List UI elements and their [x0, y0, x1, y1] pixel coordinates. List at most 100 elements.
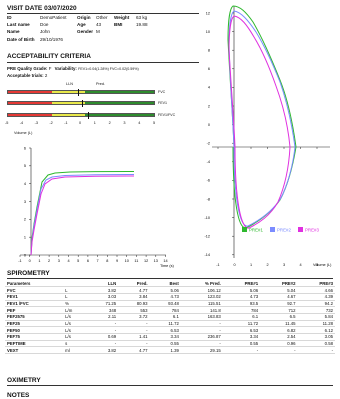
table-cell: L/m: [63, 306, 87, 314]
table-cell: 6.1: [149, 313, 181, 321]
table-cell: 163.83: [180, 313, 223, 321]
legend-swatch: [242, 227, 247, 232]
vt-x-tick: 2: [48, 259, 50, 263]
table-cell: 11.45: [260, 320, 298, 328]
table-cell: 94.2: [297, 300, 335, 308]
table-cell: -: [86, 340, 119, 348]
col-header: Best: [149, 280, 181, 288]
vt-y-label: Volume (L): [14, 131, 33, 135]
vt-x-tick: 6: [87, 259, 89, 263]
fev1-marker: [82, 99, 84, 107]
table-row: PEFTIME s - -0.55-0.55 0.96 0.58: [5, 340, 335, 348]
notes-title: NOTES: [7, 392, 30, 399]
vt-y-tick: 1: [24, 235, 26, 239]
scale-tick-label: 2: [108, 121, 111, 125]
table-cell: 123.02: [180, 293, 223, 301]
divider: [7, 13, 199, 14]
col-header: Pred.: [118, 280, 150, 288]
table-cell: 3.82: [86, 286, 119, 294]
table-row: VEXT ml 3.82 4.77 1.39 29.15- - -: [5, 346, 335, 355]
fv-curve-pre3: [228, 15, 291, 229]
table-row: FEF25 L/s - -11.72-11.72 11.45 11.28: [5, 320, 335, 328]
scale-tick-label: 3: [123, 121, 126, 125]
acceptable-line: Acceptable trials: 2: [7, 73, 47, 78]
vt-y-tick: 5: [24, 164, 26, 168]
table-cell: 784: [149, 306, 181, 314]
table-cell: 4.77: [118, 346, 150, 355]
divider: [7, 278, 333, 279]
table-cell: 93.5: [222, 300, 261, 308]
table-cell: 3.84: [118, 293, 150, 301]
fv-y-tick: 0: [208, 123, 210, 127]
table-cell: 11.72: [222, 320, 261, 328]
table-cell: 6.53: [149, 326, 181, 334]
table-cell: -: [260, 346, 298, 355]
fv-x-tick: 3: [283, 263, 285, 267]
oximetry-title: OXIMETRY: [7, 377, 41, 384]
table-row: FEV1 /FVC% 71.25 80.93 93.48 115.51 93.5 92.7 9…: [5, 300, 335, 308]
vt-y-tick: 6: [24, 146, 26, 150]
divider: [7, 62, 199, 63]
table-cell: 4.77: [118, 286, 150, 294]
fv-x-tick: 4: [299, 263, 301, 267]
vt-x-tick: 14: [163, 259, 167, 263]
table-cell: L/s: [63, 333, 87, 341]
table-cell: 115.51: [180, 300, 223, 308]
table-cell: %: [63, 300, 87, 308]
weight-label: Weight: [114, 15, 130, 20]
fev1fvc-marker: [88, 111, 89, 119]
table-cell: 6.1: [222, 313, 261, 321]
table-cell: -: [118, 326, 150, 334]
scale-tick-label: -3: [34, 121, 38, 125]
table-cell: 6.82: [260, 326, 298, 334]
vt-x-tick: 11: [134, 259, 138, 263]
fev1fvc-bar: [7, 113, 155, 117]
table-cell: L/s: [63, 320, 87, 328]
table-cell: 4.73: [149, 293, 181, 301]
fv-y-tick: -6: [207, 179, 210, 183]
fv-x-tick: -1: [216, 263, 219, 267]
fvc-marker: [78, 88, 79, 96]
fv-y-tick: -4: [207, 160, 210, 164]
variability-value: FEV1=0.04(1.28%) FVC=0.02(0.59%): [78, 67, 139, 71]
table-cell: 141.8: [180, 306, 223, 314]
fv-x-tick: 1: [250, 263, 252, 267]
table-cell: L/s: [63, 326, 87, 334]
pre-quality-value: F: [48, 66, 52, 71]
acceptable-label: Acceptable trials:: [7, 73, 44, 78]
table-cell: 3.03: [86, 293, 119, 301]
scale-tick-label: 4: [138, 121, 141, 125]
spirometry-table: Parameters LLN Pred. Best % Pred. PRE#1 …: [5, 280, 335, 355]
table-cell: 553: [118, 306, 150, 314]
table-cell: 11.72: [149, 320, 181, 328]
table-row: FEF2575 L/s 2.11 3.72 6.1 163.83 6.1 6.5 5.84: [5, 313, 335, 321]
col-header: [63, 280, 87, 288]
name-label: Name: [7, 29, 20, 34]
variability-label: Variability:: [54, 66, 77, 71]
table-cell: 2.54: [260, 333, 298, 341]
table-cell: 6.53: [222, 326, 261, 334]
fv-y-tick: 10: [206, 30, 210, 34]
table-cell: L/s: [63, 313, 87, 321]
table-cell: 5.06: [222, 286, 261, 294]
dob-value: 29/10/1976: [40, 37, 63, 42]
table-cell: -: [86, 320, 119, 328]
fv-y-tick: -2: [207, 142, 210, 146]
table-cell: -: [222, 346, 261, 355]
table-cell: 106.12: [180, 286, 223, 294]
table-cell: 784: [222, 306, 261, 314]
vt-x-tick: 3: [58, 259, 60, 263]
scale-tick-label: -5: [5, 121, 9, 125]
origin-label: Origin: [77, 15, 91, 20]
table-cell: 0.69: [86, 333, 119, 341]
legend-swatch: [298, 227, 303, 232]
fev1-bar-label: FEV1: [158, 101, 167, 105]
vt-y-tick: 0: [24, 253, 26, 257]
vt-x-tick: 12: [144, 259, 148, 263]
divider: [7, 385, 333, 386]
table-cell: -: [297, 346, 335, 355]
scale-tick-label: 0: [79, 121, 82, 125]
table-cell: 712: [260, 306, 298, 314]
